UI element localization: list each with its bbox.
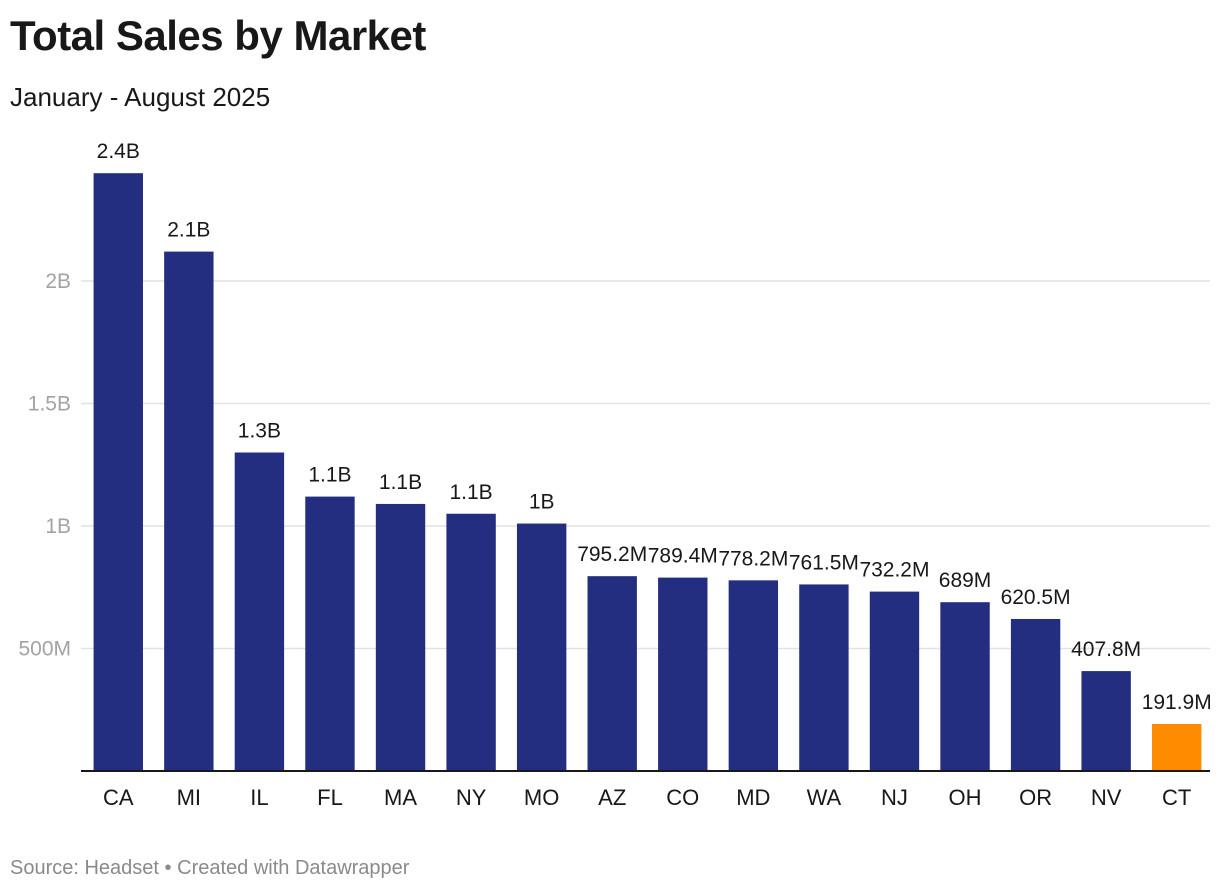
bar-nj [869, 591, 920, 771]
x-axis: CA MI IL FL MA NY MO AZ CO MD WA NJ OH OR NV CT [103, 785, 1191, 810]
x-tick-label-or: OR [1019, 785, 1052, 810]
x-tick-label-co: CO [666, 785, 699, 810]
bar-il [234, 452, 285, 771]
x-tick-label-az: AZ [598, 785, 626, 810]
bar-az [587, 576, 637, 771]
x-tick-label-nj: NJ [881, 785, 908, 810]
x-tick-label-ny: NY [456, 785, 487, 810]
value-label-mi: 2.1B [167, 219, 210, 242]
bar-ca [93, 173, 143, 771]
x-tick-label-mo: MO [524, 785, 559, 810]
bars [93, 173, 1202, 772]
bar-or [1010, 618, 1061, 771]
bar-chart: 500M 1B 1.5B 2B 2.4B 2.1B 1.3B 1.1B 1.1B 1.1B 1B 7… [18, 140, 1212, 810]
value-label-wa: 761.5M [789, 551, 859, 574]
value-label-mo: 1B [529, 491, 555, 514]
value-label-co: 789.4M [648, 545, 718, 568]
x-tick-label-ct: CT [1162, 785, 1191, 810]
datawrapper-credit: Created with Datawrapper [177, 857, 410, 879]
x-tick-label-oh: OH [949, 785, 982, 810]
y-tick-label: 500M [18, 638, 71, 661]
bar-nv [1081, 671, 1131, 771]
value-label-ca: 2.4B [97, 140, 140, 163]
value-labels: 2.4B 2.1B 1.3B 1.1B 1.1B 1.1B 1B 795.2M 789.4M 77… [97, 140, 1212, 714]
y-tick-label: 1.5B [28, 393, 71, 416]
value-label-ct: 191.9M [1142, 691, 1212, 714]
value-label-nj: 732.2M [859, 559, 929, 582]
x-tick-label-ca: CA [103, 785, 134, 810]
value-label-oh: 689M [939, 569, 992, 592]
bar-mo [516, 523, 567, 771]
bar-co [658, 577, 708, 771]
footer-separator: • [164, 857, 172, 879]
bar-mi [164, 251, 214, 772]
source-credit: Source: Headset [10, 857, 159, 879]
value-label-nv: 407.8M [1071, 638, 1141, 661]
x-tick-label-ma: MA [384, 785, 417, 810]
value-label-ma: 1.1B [379, 471, 422, 494]
y-axis: 500M 1B 1.5B 2B [18, 270, 71, 661]
bar-ct [1152, 723, 1202, 771]
x-tick-label-il: IL [250, 785, 268, 810]
x-tick-label-mi: MI [177, 785, 201, 810]
bar-md [728, 580, 779, 771]
value-label-ny: 1.1B [449, 481, 492, 504]
x-tick-label-md: MD [736, 785, 770, 810]
value-label-il: 1.3B [238, 420, 281, 443]
chart-footer: Source: Headset • Created with Datawrapp… [10, 854, 409, 882]
value-label-fl: 1.1B [308, 464, 351, 487]
x-tick-label-fl: FL [317, 785, 343, 810]
bar-oh [940, 602, 990, 771]
value-label-md: 778.2M [718, 547, 788, 570]
y-tick-label: 2B [45, 270, 71, 293]
bar-wa [799, 584, 849, 771]
chart-subtitle: January - August 2025 [10, 82, 271, 112]
bar-ma [375, 503, 426, 771]
value-label-or: 620.5M [1001, 586, 1071, 609]
value-label-az: 795.2M [577, 543, 647, 566]
x-tick-label-nv: NV [1091, 785, 1122, 810]
chart-title: Total Sales by Market [10, 12, 426, 59]
y-tick-label: 1B [45, 515, 71, 538]
bar-fl [305, 496, 355, 771]
bar-ny [446, 513, 496, 771]
x-tick-label-wa: WA [807, 785, 842, 810]
